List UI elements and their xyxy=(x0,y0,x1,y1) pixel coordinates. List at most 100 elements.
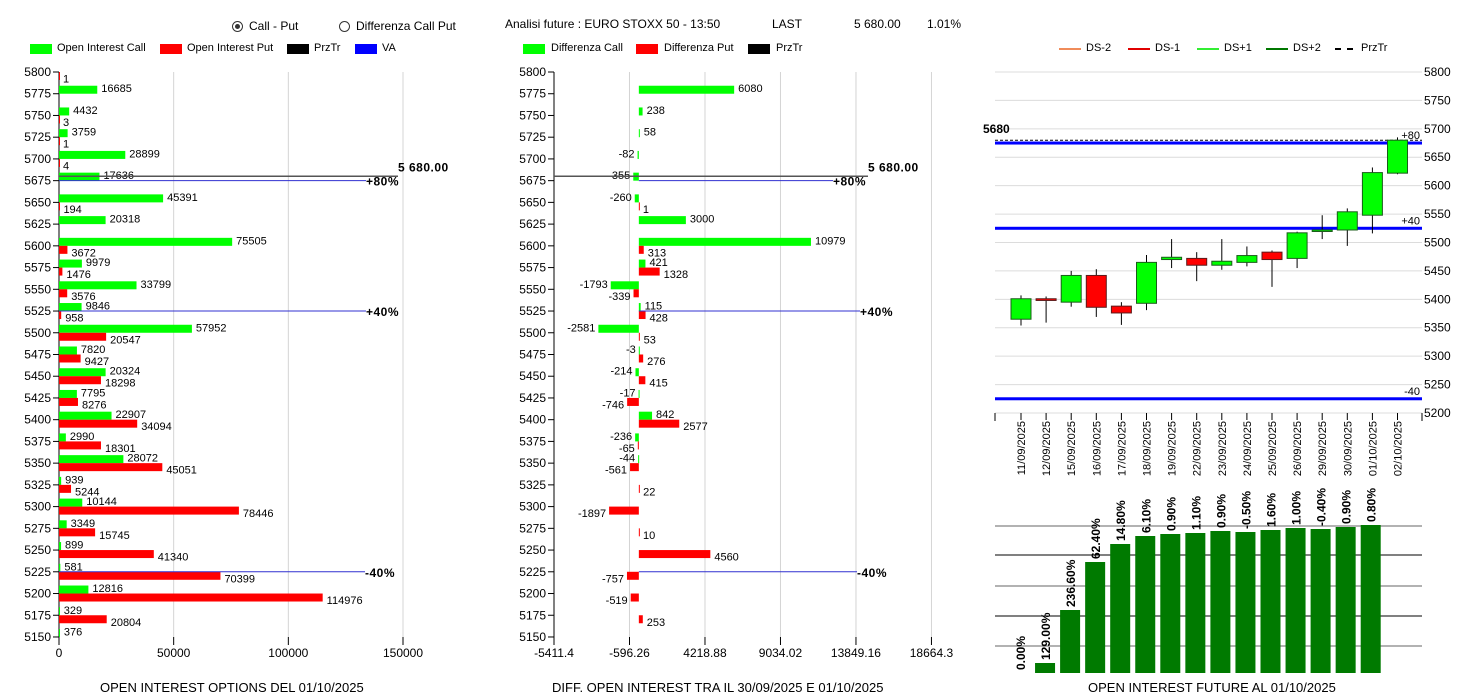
radio-differenza[interactable] xyxy=(339,21,350,32)
price-tick-label: 5700 xyxy=(1424,122,1451,136)
put-bar xyxy=(627,397,639,406)
candle-body xyxy=(1186,257,1208,266)
y-tick-label: 5775 xyxy=(24,87,51,101)
put-value-label: 20804 xyxy=(111,617,142,629)
y-tick-label: 5325 xyxy=(519,478,546,492)
legend-ds-minus2: DS-2 xyxy=(1086,42,1112,54)
price-tick-label: 5650 xyxy=(1424,150,1451,164)
call-bar xyxy=(59,542,62,551)
call-value-label: 75505 xyxy=(236,235,267,247)
y-tick-label: 5475 xyxy=(24,347,51,361)
candle-body xyxy=(1060,274,1082,303)
call-bar xyxy=(610,281,639,290)
put-bar xyxy=(609,506,639,515)
legend-call: Open Interest Call xyxy=(57,42,146,54)
oi-change-label: 14.80% xyxy=(1114,500,1128,541)
call-value-label: 939 xyxy=(65,474,83,486)
call-bar xyxy=(638,259,646,268)
x-tick-label: 50000 xyxy=(157,646,191,660)
oi-change-label: 0.90% xyxy=(1340,490,1354,524)
price-tick-label: 5200 xyxy=(1424,406,1451,420)
y-tick-label: 5250 xyxy=(519,543,546,557)
call-bar xyxy=(637,150,639,159)
call-value-label: 421 xyxy=(649,257,667,269)
price-tick-label: 5250 xyxy=(1424,378,1451,392)
oi-change-label: 0.90% xyxy=(1214,494,1228,528)
call-value-label: 4432 xyxy=(73,105,97,117)
call-value-label: 3349 xyxy=(71,518,95,530)
y-tick-label: 5400 xyxy=(519,413,546,427)
put-value-label: -339 xyxy=(608,291,630,303)
x-tick-label: -596.26 xyxy=(609,646,650,660)
put-value-label: 18301 xyxy=(105,443,136,455)
put-value-label: 1476 xyxy=(66,269,90,281)
level-label: +80 xyxy=(1401,130,1420,142)
oi-change-label: 62.40% xyxy=(1089,518,1103,559)
call-bar xyxy=(59,259,82,268)
legend-line-ds-minus1 xyxy=(1128,48,1150,50)
y-tick-label: 5550 xyxy=(24,282,51,296)
call-value-label: 115 xyxy=(645,301,663,313)
y-tick-label: 5675 xyxy=(519,174,546,188)
radio-call-put-label[interactable]: Call - Put xyxy=(249,19,299,33)
oi-change-label: 1.10% xyxy=(1189,496,1203,530)
legend-line-ds-plus2 xyxy=(1266,48,1288,50)
call-bar xyxy=(59,324,192,333)
call-bar xyxy=(635,433,639,442)
legend-swatch-diff-call xyxy=(523,44,545,54)
oi-future-bar xyxy=(1360,525,1381,673)
y-tick-label: 5275 xyxy=(519,521,546,535)
call-value-label: -214 xyxy=(610,366,632,378)
call-value-label: 7820 xyxy=(81,344,105,356)
call-bar xyxy=(59,585,89,594)
call-value-label: 2990 xyxy=(70,431,94,443)
oi-future-bar xyxy=(1310,529,1331,673)
y-tick-label: 5600 xyxy=(24,239,51,253)
call-bar xyxy=(638,129,640,138)
oi-future-bar xyxy=(1035,663,1056,673)
legend-put: Open Interest Put xyxy=(187,42,274,54)
call-value-label: 33799 xyxy=(141,279,172,291)
put-bar xyxy=(638,376,646,385)
put-value-label: 4560 xyxy=(714,552,738,564)
legend-swatch-przTr xyxy=(287,44,309,54)
y-tick-label: 5800 xyxy=(24,65,51,79)
radio-call-put[interactable] xyxy=(232,21,243,32)
put-bar xyxy=(638,245,644,254)
candle-body xyxy=(1085,274,1107,308)
y-tick-label: 5750 xyxy=(24,108,51,122)
level-line xyxy=(995,226,1422,230)
price-tick-label: 5550 xyxy=(1424,207,1451,221)
y-tick-label: 5300 xyxy=(24,500,51,514)
y-tick-label: 5325 xyxy=(24,478,51,492)
put-value-label: 1 xyxy=(643,204,649,216)
call-bar xyxy=(638,455,640,464)
call-bar xyxy=(59,150,126,159)
date-label: 22/09/2025 xyxy=(1192,421,1204,476)
put-value-label: 4 xyxy=(63,160,69,172)
call-bar xyxy=(638,107,643,116)
call-value-label: 45391 xyxy=(167,192,198,204)
candle-body xyxy=(1236,255,1258,263)
radio-differenza-label[interactable]: Differenza Call Put xyxy=(356,19,456,33)
put-bar xyxy=(59,441,101,450)
call-bar xyxy=(59,303,82,312)
y-tick-label: 5775 xyxy=(519,87,546,101)
put-bar xyxy=(59,158,60,167)
put-bar xyxy=(638,615,643,624)
call-bar xyxy=(638,216,686,225)
y-tick-label: 5625 xyxy=(519,217,546,231)
call-value-label: -2581 xyxy=(567,322,595,334)
y-tick-label: 5350 xyxy=(24,456,51,470)
put-value-label: 1 xyxy=(63,139,69,151)
call-value-label: 12816 xyxy=(92,583,123,595)
left-chart-title: OPEN INTEREST OPTIONS DEL 01/10/2025 xyxy=(100,680,364,695)
put-bar xyxy=(59,376,101,385)
legend-diff-przTr: PrzTr xyxy=(776,42,803,54)
call-value-label: 10144 xyxy=(86,496,117,508)
date-label: 18/09/2025 xyxy=(1142,421,1154,476)
oi-change-label: 129.00% xyxy=(1039,612,1053,660)
y-tick-label: 5250 xyxy=(24,543,51,557)
call-bar xyxy=(638,411,653,420)
put-value-label: -757 xyxy=(602,573,624,585)
